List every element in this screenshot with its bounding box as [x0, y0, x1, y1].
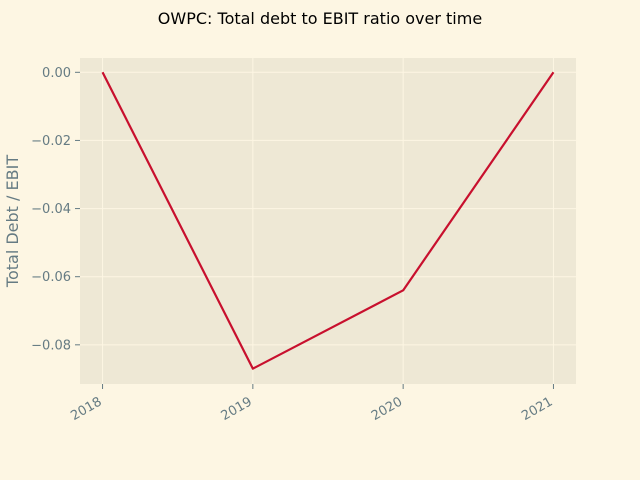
- y-tick-label: −0.06: [31, 270, 71, 285]
- y-tick-label: 0.00: [42, 66, 71, 81]
- y-tick-label: −0.08: [31, 338, 71, 353]
- y-axis-label: Total Debt / EBIT: [3, 155, 22, 288]
- x-tick-label: 2021: [519, 394, 555, 424]
- chart-title: OWPC: Total debt to EBIT ratio over time: [158, 9, 482, 28]
- x-tick-label: 2019: [219, 394, 255, 424]
- y-tick-label: −0.02: [31, 134, 71, 149]
- series-line: [101, 71, 555, 370]
- plot-area: [80, 58, 576, 384]
- x-tick-label: 2020: [369, 394, 405, 424]
- y-tick-label: −0.04: [31, 202, 71, 217]
- series: [101, 71, 555, 370]
- grid: [80, 58, 576, 384]
- x-tick-label: 2018: [68, 394, 104, 424]
